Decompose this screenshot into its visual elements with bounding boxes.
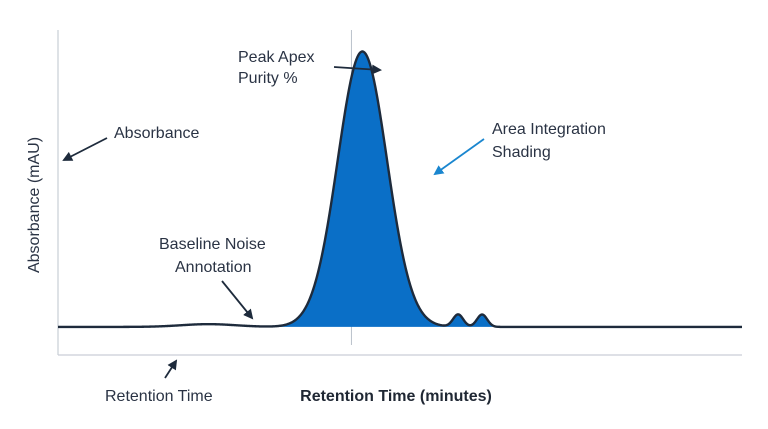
- annotation-baseline-noise-line2: Annotation: [175, 259, 252, 276]
- y-axis-title: Absorbance (mAU): [26, 137, 43, 273]
- arrow-peak-apex: [333, 64, 382, 75]
- annotation-baseline-noise-line1: Baseline Noise: [159, 236, 266, 253]
- arrow-baseline-noise: [221, 280, 254, 320]
- annotation-area-integration-line1: Area Integration: [492, 121, 606, 138]
- annotation-peak-apex-line2: Purity %: [238, 70, 298, 87]
- signal-trace: [57, 50, 743, 329]
- arrow-absorbance: [62, 137, 108, 161]
- annotation-absorbance: Absorbance: [114, 125, 199, 142]
- arrow-retention-time: [164, 359, 178, 379]
- annotation-retention-time: Retention Time: [105, 388, 213, 405]
- annotation-peak-apex-line1: Peak Apex: [238, 49, 315, 66]
- arrow-area-integration: [433, 138, 485, 176]
- annotation-area-integration-line2: Shading: [492, 144, 551, 161]
- x-axis-title: Retention Time (minutes): [300, 388, 492, 405]
- peak-area-shading: [278, 51, 495, 327]
